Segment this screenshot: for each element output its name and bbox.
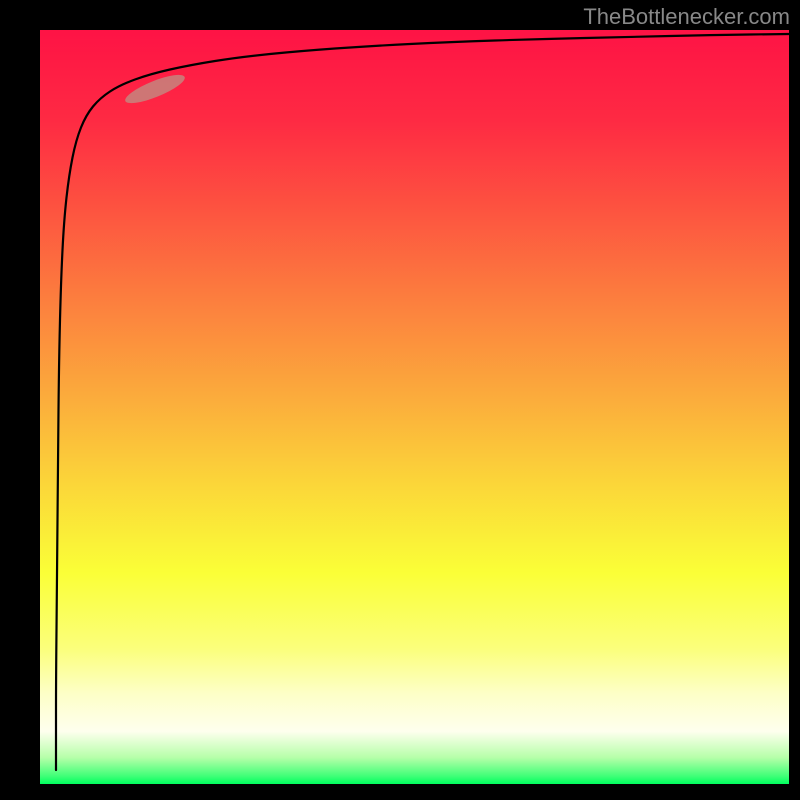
- oval-marker: [122, 70, 187, 109]
- chart-root: TheBottlenecker.com: [0, 0, 800, 800]
- curve-path: [56, 34, 789, 770]
- watermark-text: TheBottlenecker.com: [583, 4, 790, 30]
- chart-overlay-svg: [0, 0, 800, 800]
